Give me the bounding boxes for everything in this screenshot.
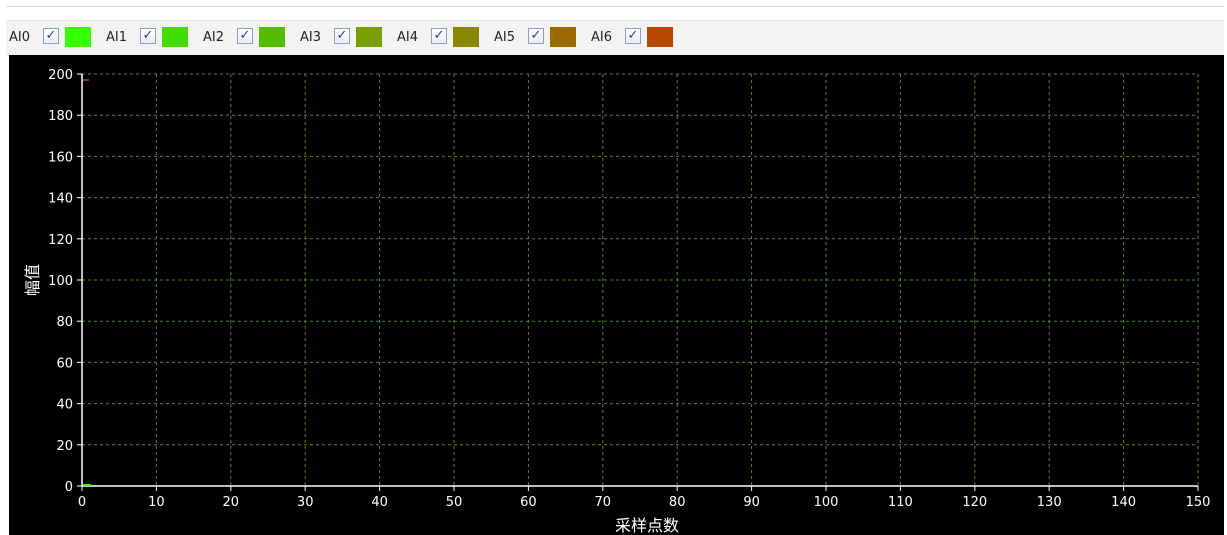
x-tick-label-10: 10 <box>148 495 165 510</box>
y-tick-label-80: 80 <box>56 315 73 330</box>
x-tick-label-70: 70 <box>595 495 612 510</box>
y-tick-label-20: 20 <box>56 439 73 454</box>
y-axis-title: 幅值 <box>23 264 42 296</box>
checkbox-ai0[interactable]: ✓ <box>43 28 59 44</box>
y-tick-label-140: 140 <box>48 192 73 207</box>
checkbox-ai1[interactable]: ✓ <box>140 28 156 44</box>
color-swatch-ai0[interactable] <box>65 27 91 47</box>
color-swatch-ai2[interactable] <box>259 27 285 47</box>
x-tick-label-30: 30 <box>297 495 314 510</box>
checkbox-ai6[interactable]: ✓ <box>625 28 641 44</box>
x-tick-label-50: 50 <box>446 495 463 510</box>
y-tick-label-180: 180 <box>48 109 73 124</box>
legend-label-ai3: AI3 <box>300 30 321 45</box>
color-swatch-ai5[interactable] <box>550 27 576 47</box>
x-tick-label-150: 150 <box>1186 495 1211 510</box>
y-tick-label-60: 60 <box>56 356 73 371</box>
x-tick-label-20: 20 <box>223 495 240 510</box>
legend-label-ai1: AI1 <box>106 30 127 45</box>
legend-label-ai5: AI5 <box>494 30 515 45</box>
checkbox-ai5[interactable]: ✓ <box>528 28 544 44</box>
color-swatch-ai3[interactable] <box>356 27 382 47</box>
origin-markers <box>83 79 91 486</box>
legend-label-ai6: AI6 <box>591 30 612 45</box>
x-tick-label-0: 0 <box>78 495 86 510</box>
x-tick-label-120: 120 <box>962 495 987 510</box>
legend-label-ai0: AI0 <box>9 30 30 45</box>
x-tick-label-80: 80 <box>669 495 686 510</box>
x-axis-title: 采样点数 <box>615 516 679 535</box>
color-swatch-ai4[interactable] <box>453 27 479 47</box>
x-tick-label-130: 130 <box>1037 495 1062 510</box>
legend-label-ai4: AI4 <box>397 30 418 45</box>
tick-labels: 0 20 40 60 80 100 120 140 160 180 200 0 10 20 30 40 50 60… <box>48 68 1210 510</box>
y-tick-label-120: 120 <box>48 233 73 248</box>
x-tick-label-140: 140 <box>1111 495 1136 510</box>
x-tick-label-40: 40 <box>371 495 388 510</box>
x-tick-label-100: 100 <box>814 495 839 510</box>
y-tick-label-160: 160 <box>48 150 73 165</box>
y-tick-label-40: 40 <box>56 398 73 413</box>
y-tick-label-200: 200 <box>48 68 73 83</box>
color-swatch-ai6[interactable] <box>647 27 673 47</box>
color-swatch-ai1[interactable] <box>162 27 188 47</box>
channel-legend: AI0 ✓ AI1 ✓ AI2 ✓ AI3 ✓ AI4 ✓ AI5 ✓ <box>6 20 1224 55</box>
x-tick-label-90: 90 <box>743 495 760 510</box>
checkbox-ai4[interactable]: ✓ <box>431 28 447 44</box>
legend-label-ai2: AI2 <box>203 30 224 45</box>
x-tick-label-110: 110 <box>888 495 913 510</box>
grid-lines <box>82 73 1199 486</box>
y-tick-label-0: 0 <box>65 480 73 495</box>
plot-background <box>9 55 1224 535</box>
top-divider <box>6 6 1224 7</box>
y-tick-label-100: 100 <box>48 274 73 289</box>
chart-svg: 0 20 40 60 80 100 120 140 160 180 200 0 10 20 30 40 50 60… <box>9 55 1224 535</box>
x-tick-label-60: 60 <box>520 495 537 510</box>
checkbox-ai3[interactable]: ✓ <box>334 28 350 44</box>
axes <box>77 73 1199 491</box>
checkbox-ai2[interactable]: ✓ <box>237 28 253 44</box>
waveform-chart: 0 20 40 60 80 100 120 140 160 180 200 0 10 20 30 40 50 60… <box>9 55 1224 535</box>
